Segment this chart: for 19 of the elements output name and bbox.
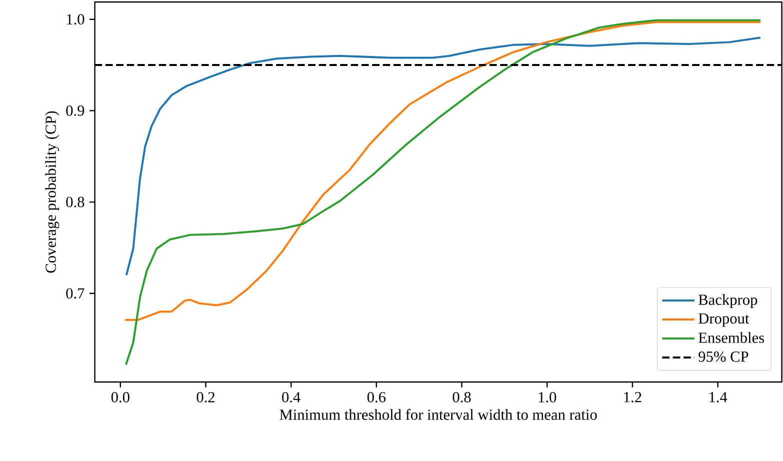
x-axis-title: Minimum threshold for interval width to mean ratio xyxy=(280,408,597,420)
x-tick-label: 0.8 xyxy=(452,392,471,402)
x-tick-label: 1.4 xyxy=(710,392,728,402)
x-tick-label: 0.4 xyxy=(282,392,300,402)
x-tick-label: 0.0 xyxy=(111,392,130,402)
y-axis-title: Coverage probability (CP) xyxy=(45,111,60,273)
legend-label: Backprop xyxy=(698,294,758,308)
line-series xyxy=(125,36,762,276)
x-tick-label: 0.6 xyxy=(367,392,386,402)
legend-label: Dropout xyxy=(698,313,750,327)
y-tick-label: 1.0 xyxy=(66,14,84,25)
y-tick-label: 0.8 xyxy=(66,196,84,208)
legend-label: Ensembles xyxy=(698,332,764,343)
x-tick-label: 1.0 xyxy=(538,392,556,402)
x-tick-label: 1.2 xyxy=(624,392,642,402)
legend-label: 95% CP xyxy=(698,351,748,362)
y-tick-label: 0.9 xyxy=(66,106,84,116)
y-tick-label: 0.7 xyxy=(66,288,84,299)
x-tick-label: 0.2 xyxy=(196,392,214,402)
